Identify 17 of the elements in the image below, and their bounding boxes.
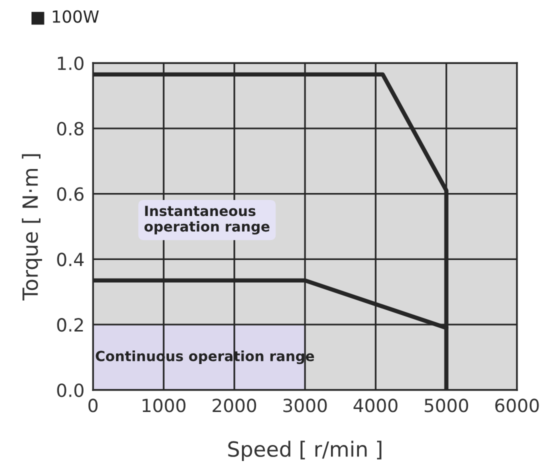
y-axis-title: Torque [ N·m ] xyxy=(22,154,42,301)
x-tick-label: 0 xyxy=(88,398,98,412)
y-tick-label: 0.0 xyxy=(57,383,84,398)
x-tick-label: 6000 xyxy=(495,398,539,412)
x-tick-label: 3000 xyxy=(283,398,327,412)
chart-title: ■ 100W xyxy=(32,10,99,25)
y-tick-label: 0.6 xyxy=(57,187,84,201)
y-tick-label: 0.2 xyxy=(57,318,83,332)
x-axis-title: Speed [ r/min ] xyxy=(228,440,382,461)
x-tick-label: 4000 xyxy=(354,398,398,412)
x-tick-label: 2000 xyxy=(212,398,256,412)
y-tick-label: 0.4 xyxy=(57,252,84,266)
annotation: Instantaneous operation range xyxy=(144,206,270,235)
y-tick-label: 1.0 xyxy=(58,56,84,70)
x-tick-label: 1000 xyxy=(142,398,186,412)
x-tick-label: 5000 xyxy=(424,398,468,412)
y-tick-label: 0.8 xyxy=(57,122,84,136)
